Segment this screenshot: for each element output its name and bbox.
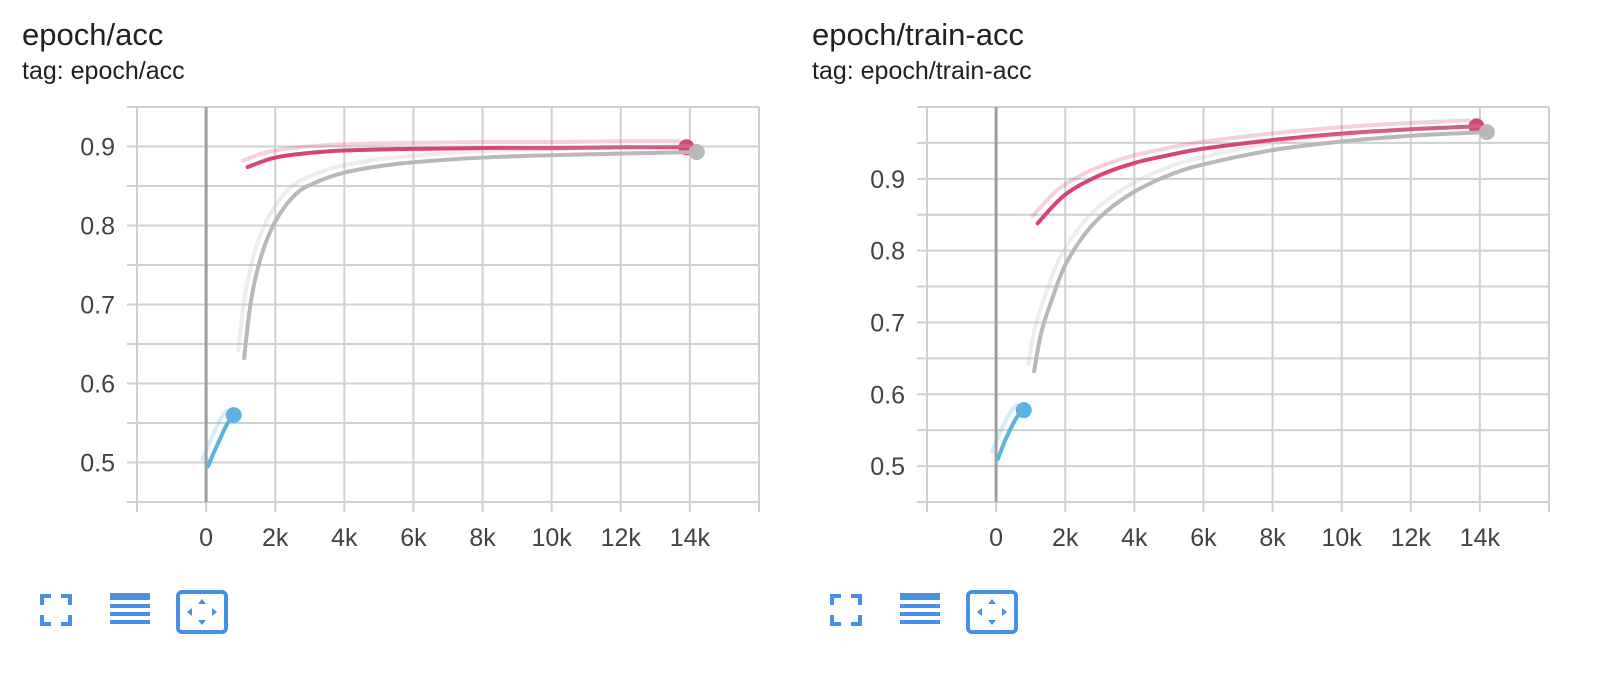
series-raw-line [1026,124,1481,366]
fit-domain-icon [966,590,1018,634]
chart-plot[interactable]: 0 2k 4k 6k 8k 10k 12k 14k 0.5 0.6 0.7 0.8 0.9 [0,0,790,560]
chart-plot[interactable]: 0 2k 4k 6k 8k 10k 12k 14k 0.5 0.6 0.7 0.8 0.9 [790,0,1580,560]
series-raw-line [989,402,1020,454]
x-tick-label: 12k [601,524,642,552]
y-tick-label: 0.5 [80,450,115,478]
series-line [245,145,689,170]
x-tick-label: 12k [1391,524,1432,552]
x-tick-label: 6k [400,524,427,552]
fit-domain-button[interactable] [966,590,1022,646]
series-line [1035,124,1479,226]
chart-subtitle: tag: epoch/acc [22,57,185,85]
data-table-button[interactable] [108,590,164,646]
series-end-marker [688,144,705,161]
fullscreen-button[interactable] [36,590,92,646]
y-tick-label: 0.8 [870,238,905,266]
x-tick-label: 14k [670,524,711,552]
x-tick-label: 4k [1121,524,1148,552]
x-tick-label: 8k [469,524,496,552]
x-tick-label: 8k [1259,524,1286,552]
x-tick-label: 0 [199,524,213,552]
y-tick-label: 0.7 [80,292,115,320]
series-raw-line [240,139,681,163]
series-line [995,408,1026,461]
y-tick-label: 0.6 [870,381,905,409]
y-tick-label: 0.7 [870,309,905,337]
y-tick-label: 0.8 [80,213,115,241]
y-tick-label: 0.5 [870,453,905,481]
series-raw-line [1030,118,1471,219]
fullscreen-button[interactable] [826,590,882,646]
y-tick-label: 0.6 [80,371,115,399]
y-tick-label: 0.9 [80,134,115,162]
x-tick-label: 0 [989,524,1003,552]
chart-subtitle: tag: epoch/train-acc [812,57,1032,85]
fullscreen-icon [830,594,862,626]
series-end-marker [225,407,242,424]
x-tick-label: 10k [532,524,573,552]
y-tick-label: 0.9 [870,166,905,194]
series-raw-line [236,144,691,353]
data-table-icon [110,593,150,624]
series-end-marker [1015,402,1032,419]
data-table-icon [900,593,940,624]
fit-domain-button[interactable] [176,590,232,646]
chart-card-epoch-train-acc: epoch/train-acc tag: epoch/train-acc 0 2k… [790,0,1580,676]
fit-domain-icon [176,590,228,634]
x-tick-label: 2k [1052,524,1079,552]
chart-title: epoch/train-acc [812,17,1024,52]
series-end-marker [1478,124,1495,141]
series-raw-line [200,407,230,462]
data-table-button[interactable] [898,590,954,646]
series-line [1032,130,1489,374]
x-tick-label: 6k [1190,524,1217,552]
x-tick-label: 4k [331,524,358,552]
x-tick-label: 14k [1460,524,1501,552]
fullscreen-icon [40,594,72,626]
chart-title: epoch/acc [22,17,164,52]
x-tick-label: 2k [262,524,289,552]
series-line [242,150,699,361]
chart-card-epoch-acc: epoch/acc tag: epoch/acc 0 2k 4k 6k 8k 10k 12k… [0,0,790,676]
x-tick-label: 10k [1322,524,1363,552]
